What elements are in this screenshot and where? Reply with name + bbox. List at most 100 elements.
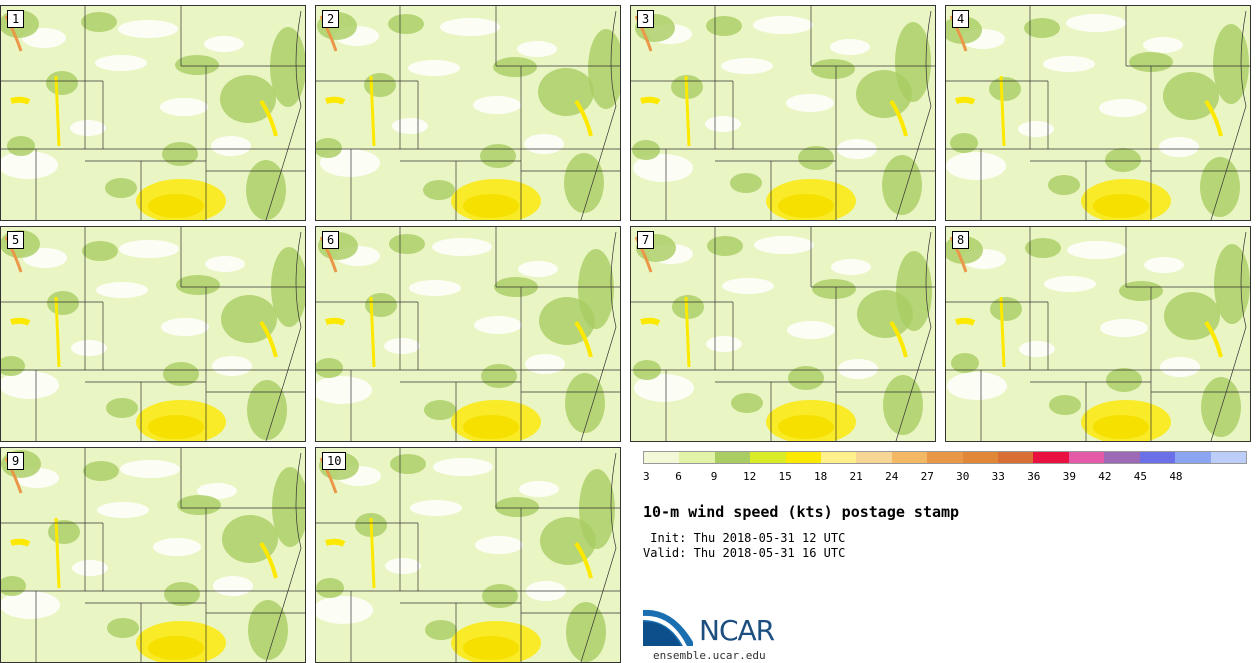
calm-area <box>838 359 878 379</box>
moderate-wind-area <box>882 155 922 215</box>
moderate-wind-area <box>798 146 834 170</box>
calm-area <box>1099 99 1147 117</box>
calm-area <box>706 336 742 352</box>
colorbar-tick-label: 45 <box>1133 470 1148 483</box>
calm-area <box>705 116 741 132</box>
ensemble-member-panel[interactable]: 6 <box>315 226 621 442</box>
mountain-wind-streak <box>684 296 691 368</box>
calm-area <box>1044 276 1096 292</box>
ensemble-member-panel[interactable]: 5 <box>0 226 306 442</box>
colorbar-segment <box>785 452 822 463</box>
moderate-wind-area <box>1129 52 1173 72</box>
calm-area <box>71 340 107 356</box>
river-wind-streak <box>574 320 593 358</box>
moderate-wind-area <box>1105 148 1141 172</box>
colorbar-tick-label: 33 <box>991 470 1005 483</box>
calm-area <box>410 500 462 516</box>
moderate-wind-area <box>248 600 288 660</box>
ensemble-member-panel[interactable]: 10 <box>315 447 621 663</box>
moderate-wind-area <box>1213 24 1249 104</box>
ensemble-member-panel[interactable]: 3 <box>630 5 936 221</box>
colorbar-segment <box>891 452 928 463</box>
calm-area <box>161 318 209 336</box>
moderate-wind-area <box>578 249 614 329</box>
member-number-label: 6 <box>322 231 340 249</box>
ncar-logo[interactable]: NCAR <box>643 606 803 658</box>
member-number-label: 4 <box>952 10 970 28</box>
wind-speed-map <box>631 227 935 441</box>
colorbar-tick-label: 12 <box>742 470 757 483</box>
calm-area <box>1143 37 1183 53</box>
calm-area <box>153 538 201 556</box>
member-number-label: 9 <box>7 452 25 470</box>
colorbar-segment <box>1033 452 1069 463</box>
river-wind-streak <box>574 99 593 137</box>
ensemble-member-panel[interactable]: 7 <box>630 226 936 442</box>
wind-speed-map <box>946 227 1250 441</box>
mountain-wind-streak <box>369 517 376 589</box>
member-number-label: 10 <box>322 452 347 470</box>
moderate-wind-area <box>425 620 457 640</box>
calm-area <box>385 558 421 574</box>
calm-area <box>197 483 237 499</box>
moderate-wind-area <box>706 16 742 36</box>
moderate-wind-area <box>480 144 516 168</box>
ncar-swoosh-icon <box>643 609 693 646</box>
strong-wind-core <box>1093 194 1149 218</box>
website-url[interactable]: ensemble.ucar.edu <box>653 649 766 662</box>
moderate-wind-area <box>1024 18 1060 38</box>
calm-area <box>634 374 694 402</box>
member-number-label: 2 <box>322 10 340 28</box>
strong-wind-core <box>778 415 834 439</box>
state-border <box>580 452 617 662</box>
moderate-wind-area <box>1106 368 1142 392</box>
moderate-wind-area <box>989 77 1021 101</box>
moderate-wind-area <box>1163 72 1219 120</box>
calm-area <box>316 376 372 404</box>
moderate-wind-area <box>482 584 518 608</box>
ensemble-member-panel[interactable]: 2 <box>315 5 621 221</box>
calm-area <box>1 151 58 179</box>
moderate-wind-area <box>1119 281 1163 301</box>
colorbar-ticks: 3 6 9 12 15 18 21 24 27 30 33 36 39 42 45 48 <box>643 470 1247 484</box>
river-wind-streak <box>1204 320 1223 358</box>
moderate-wind-area <box>896 251 932 331</box>
calm-area <box>97 502 149 518</box>
moderate-wind-area <box>566 602 606 662</box>
wind-speed-map <box>1 448 305 662</box>
calm-area <box>946 152 1006 180</box>
calm-area <box>1019 341 1055 357</box>
init-label: Init: <box>643 531 687 545</box>
mountain-wind-streak <box>369 296 376 368</box>
strong-wind-core <box>148 415 204 439</box>
ensemble-member-panel[interactable]: 9 <box>0 447 306 663</box>
mountain-wind-streak <box>10 538 31 547</box>
calm-area <box>70 120 106 136</box>
colorbar-segment <box>1068 452 1105 463</box>
mountain-wind-streak <box>955 317 976 326</box>
calm-area <box>211 136 251 156</box>
calm-area <box>96 282 148 298</box>
moderate-wind-area <box>730 173 762 193</box>
member-number-label: 7 <box>637 231 655 249</box>
wind-speed-map <box>1 6 305 220</box>
calm-area <box>1160 357 1200 377</box>
colorbar-segment <box>679 452 715 463</box>
calm-area <box>1 591 60 619</box>
moderate-wind-area <box>632 140 660 160</box>
moderate-wind-area <box>1 356 25 376</box>
ensemble-member-panel[interactable]: 8 <box>945 226 1251 442</box>
ensemble-member-panel[interactable]: 1 <box>0 5 306 221</box>
strong-wind-core <box>778 194 834 218</box>
calm-area <box>408 60 460 76</box>
colorbar-segment <box>750 452 786 463</box>
calm-area <box>205 256 245 272</box>
wind-speed-colorbar <box>643 451 1247 464</box>
calm-area <box>1066 14 1126 32</box>
ensemble-member-panel[interactable]: 4 <box>945 5 1251 221</box>
strong-wind-core <box>463 415 519 439</box>
calm-area <box>517 41 557 57</box>
colorbar-tick-label: 21 <box>849 470 863 483</box>
colorbar-tick-label: 48 <box>1169 470 1183 483</box>
mountain-wind-streak <box>640 317 661 326</box>
